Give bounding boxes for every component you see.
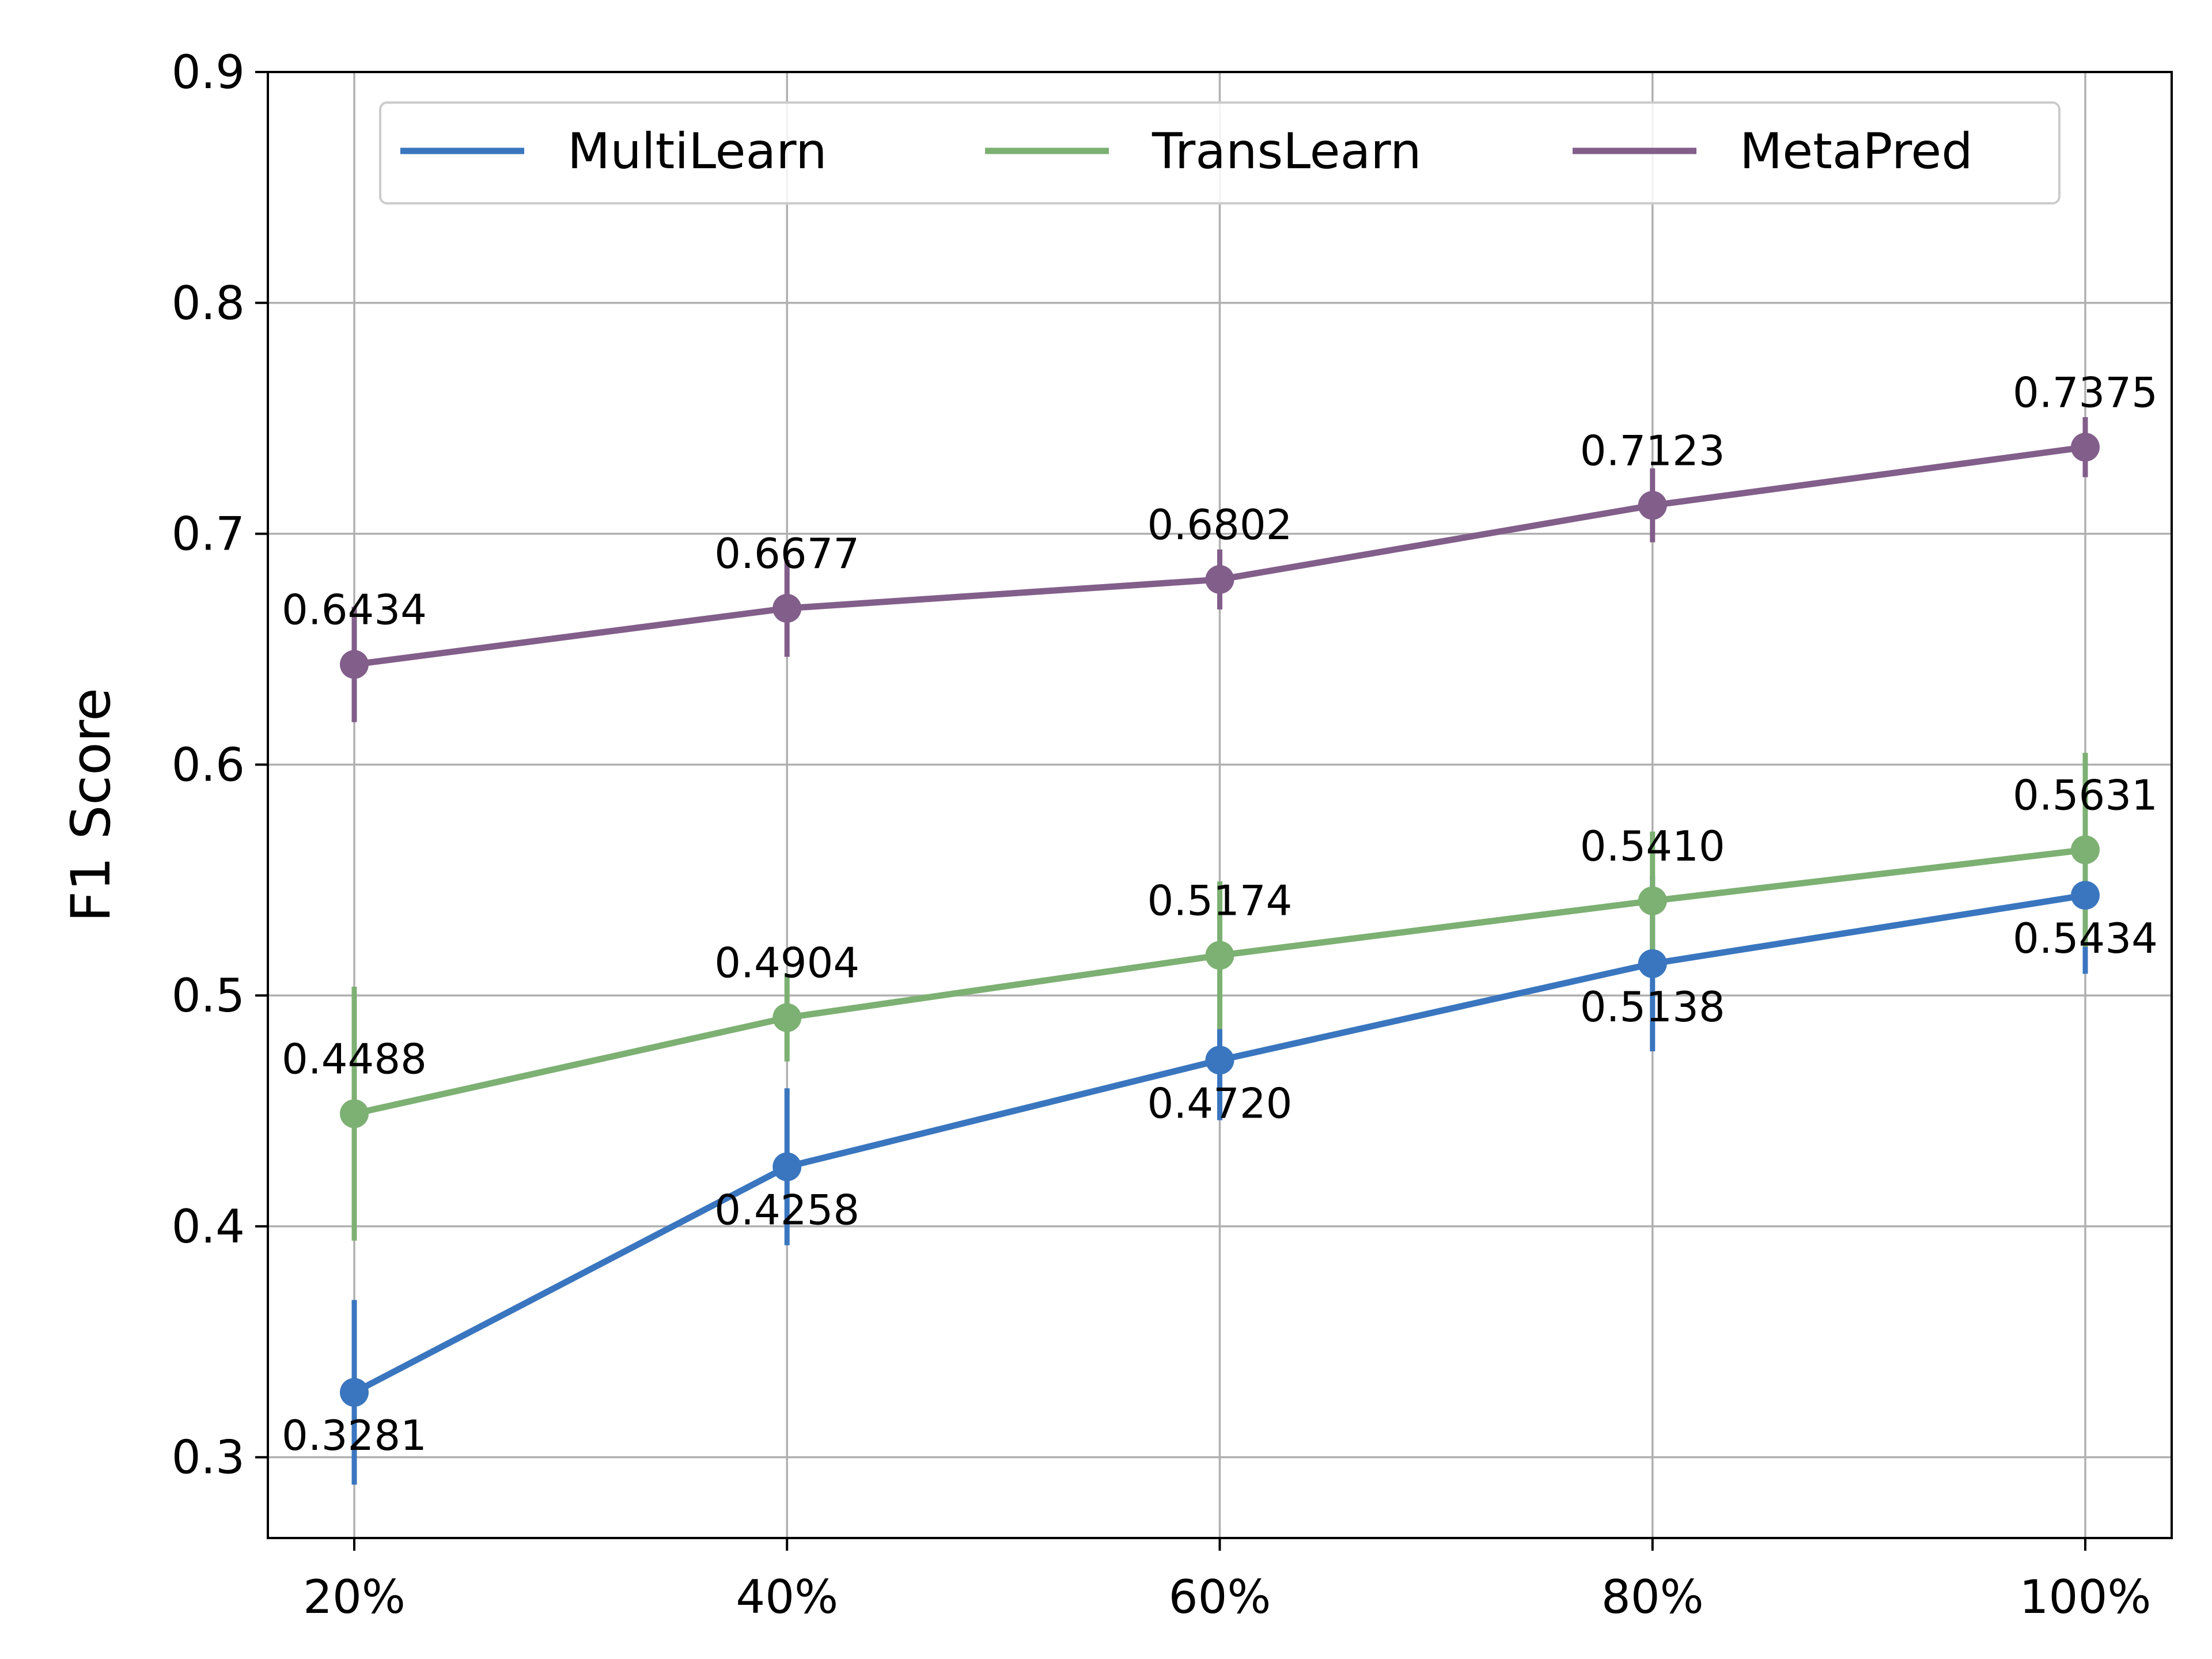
axis-ticks: 0.3 0.4 0.5 0.6 0.7 0.8 0.9 20% 40% 60% 80% 100% xyxy=(172,46,2152,1624)
x-tick-label: 40% xyxy=(736,1570,838,1624)
legend-label: MultiLearn xyxy=(567,123,827,180)
data-labels: 0.3281 0.4258 0.4720 0.5138 0.5434 0.4488 0.49… xyxy=(282,368,2158,1460)
data-point-translearn xyxy=(340,1099,369,1128)
y-tick-label: 0.7 xyxy=(172,507,245,561)
data-point-translearn xyxy=(1205,941,1234,970)
data-label-multilearn: 0.5138 xyxy=(1580,983,1725,1031)
data-label-metapred: 0.6802 xyxy=(1147,501,1293,549)
data-label-translearn: 0.4904 xyxy=(714,939,859,987)
data-point-metapred xyxy=(1638,491,1667,520)
data-label-metapred: 0.7375 xyxy=(2013,368,2158,416)
data-point-translearn xyxy=(2071,835,2100,865)
legend-item-translearn[interactable]: TransLearn xyxy=(985,123,1422,180)
legend-item-metapred[interactable]: MetaPred xyxy=(1573,123,1973,180)
data-point-multilearn xyxy=(1638,949,1667,978)
data-point-metapred xyxy=(1205,565,1234,594)
y-tick-label: 0.8 xyxy=(172,276,245,330)
data-point-multilearn xyxy=(772,1152,802,1181)
data-point-metapred xyxy=(2071,433,2100,462)
data-label-multilearn: 0.4720 xyxy=(1147,1079,1293,1127)
data-point-translearn xyxy=(1638,886,1667,915)
data-label-metapred: 0.6434 xyxy=(282,585,427,634)
x-tick-label: 60% xyxy=(1169,1570,1271,1624)
data-point-metapred xyxy=(772,594,802,623)
y-axis-title: F1 Score xyxy=(60,688,123,922)
y-tick-label: 0.3 xyxy=(172,1431,245,1484)
data-point-multilearn xyxy=(340,1378,369,1407)
y-tick-label: 0.9 xyxy=(172,46,245,99)
data-point-translearn xyxy=(772,1003,802,1032)
legend-label: MetaPred xyxy=(1740,123,1973,180)
grid-lines xyxy=(268,71,2172,1538)
legend-item-multilearn[interactable]: MultiLearn xyxy=(400,123,827,180)
data-point-multilearn xyxy=(2071,881,2100,910)
data-label-metapred: 0.7123 xyxy=(1580,426,1725,475)
legend[interactable]: MultiLearn TransLearn MetaPred xyxy=(379,101,2061,204)
data-label-metapred: 0.6677 xyxy=(714,529,859,578)
y-tick-label: 0.6 xyxy=(172,738,245,791)
data-label-multilearn: 0.5434 xyxy=(2013,914,2158,963)
x-tick-label: 80% xyxy=(1601,1570,1704,1624)
legend-label: TransLearn xyxy=(1152,123,1422,180)
data-label-multilearn: 0.3281 xyxy=(282,1411,427,1460)
x-tick-label: 100% xyxy=(2020,1570,2152,1624)
data-label-multilearn: 0.4258 xyxy=(714,1186,859,1234)
legend-box xyxy=(379,101,2061,204)
y-tick-label: 0.5 xyxy=(172,969,245,1022)
data-label-translearn: 0.5631 xyxy=(2013,771,2158,819)
y-tick-label: 0.4 xyxy=(172,1200,245,1253)
data-point-metapred xyxy=(340,650,369,679)
data-label-translearn: 0.4488 xyxy=(282,1035,427,1083)
data-label-translearn: 0.5410 xyxy=(1580,822,1725,870)
x-tick-label: 20% xyxy=(303,1570,406,1624)
series-markers xyxy=(340,433,2100,1407)
data-point-multilearn xyxy=(1205,1046,1234,1075)
data-label-translearn: 0.5174 xyxy=(1147,876,1293,925)
